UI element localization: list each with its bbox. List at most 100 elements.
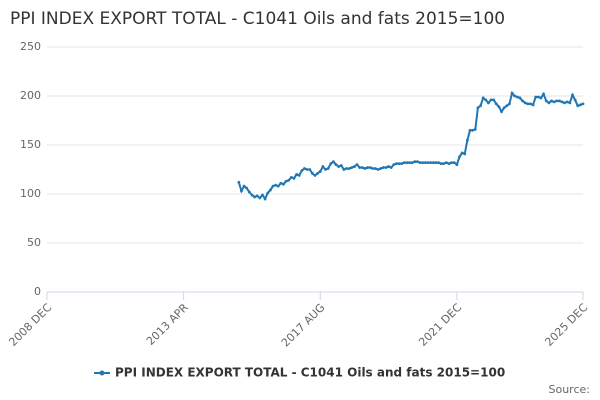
point [578, 103, 582, 107]
point [447, 162, 451, 166]
point [523, 101, 527, 105]
point [303, 167, 306, 170]
x-tick-label: 2013 APR [144, 301, 191, 348]
point [484, 98, 488, 102]
point [494, 102, 498, 106]
point [502, 106, 506, 110]
point [510, 91, 514, 95]
point [258, 196, 262, 200]
point [384, 166, 388, 169]
point [276, 184, 280, 188]
point [534, 95, 538, 99]
point [376, 168, 380, 171]
point [452, 161, 456, 165]
point [387, 165, 390, 168]
point [442, 162, 446, 166]
point [479, 104, 482, 108]
y-tick-label: 0 [34, 285, 41, 298]
point [287, 178, 291, 182]
point [337, 165, 341, 168]
point [444, 161, 448, 165]
point [565, 100, 569, 104]
point [292, 176, 296, 180]
point [437, 161, 440, 165]
point [347, 167, 351, 170]
point [334, 163, 338, 167]
point [460, 151, 464, 155]
point [429, 161, 433, 165]
point [431, 161, 435, 165]
x-tick-label: 2025 DEC [542, 301, 590, 349]
legend-label: PPI INDEX EXPORT TOTAL - C1041 Oils and … [115, 366, 505, 380]
point [547, 101, 551, 105]
point [368, 166, 372, 169]
point [531, 103, 535, 107]
point [313, 173, 317, 177]
y-tick-label: 50 [27, 236, 41, 249]
point [379, 167, 383, 170]
x-tick-label: 2008 DEC [6, 301, 54, 349]
point [418, 161, 422, 165]
point [552, 100, 556, 104]
point [279, 181, 283, 185]
point [568, 101, 572, 105]
point [255, 194, 259, 198]
point [263, 197, 267, 201]
point [563, 101, 567, 105]
point [392, 163, 396, 167]
point [421, 161, 425, 165]
legend-marker [99, 370, 105, 376]
point [366, 166, 369, 169]
point [450, 161, 454, 165]
point [271, 184, 275, 188]
point [458, 155, 461, 159]
point [245, 186, 249, 190]
point [261, 193, 264, 197]
point [397, 162, 401, 166]
point [297, 173, 301, 177]
point [402, 161, 406, 165]
point [573, 98, 577, 102]
point [326, 167, 330, 170]
point [518, 96, 522, 100]
point [308, 168, 312, 171]
point [310, 172, 314, 175]
point [316, 172, 320, 175]
y-tick-label: 150 [20, 138, 41, 151]
point [571, 93, 574, 97]
series-line [237, 90, 584, 201]
point [355, 163, 359, 167]
point [321, 165, 325, 168]
point [237, 180, 241, 184]
point [342, 168, 346, 171]
point [544, 99, 548, 103]
y-tick-label: 100 [20, 187, 41, 200]
point [318, 170, 322, 173]
point [408, 161, 411, 165]
point [423, 161, 427, 165]
point [497, 105, 501, 109]
point [508, 102, 511, 106]
point [395, 162, 398, 166]
point [410, 161, 414, 165]
point [471, 128, 475, 132]
x-tick-label: 2017 AUG [279, 301, 328, 350]
point [253, 195, 256, 199]
point [371, 167, 375, 170]
point [242, 184, 246, 188]
point [539, 96, 543, 100]
y-tick-label: 250 [20, 40, 41, 53]
point [576, 104, 580, 108]
point [282, 182, 285, 186]
point [487, 101, 490, 105]
point [555, 99, 559, 103]
point [324, 168, 327, 171]
point [295, 173, 299, 176]
point [536, 95, 540, 99]
point [289, 175, 293, 179]
point [581, 102, 585, 106]
point [266, 191, 270, 195]
point [550, 99, 553, 103]
point [481, 96, 485, 100]
